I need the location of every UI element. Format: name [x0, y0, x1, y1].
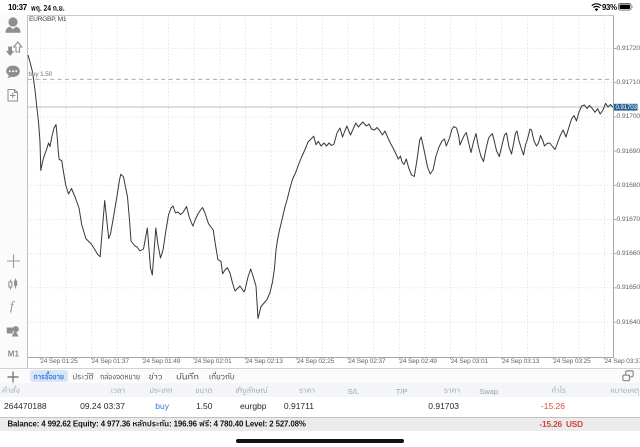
svg-text:Balance: 4 992.62 Equity: 4 97: Balance: 4 992.62 Equity: 4 977.36 — [8, 419, 133, 428]
svg-text:: 196.96: : 196.96 — [169, 419, 199, 428]
svg-text:0.91703: 0.91703 — [616, 104, 638, 111]
svg-text:f: f — [10, 298, 16, 313]
svg-text:: 4 780.40 Level: 2 527.08%: : 4 780.40 Level: 2 527.08% — [209, 419, 306, 428]
svg-text:M1: M1 — [8, 350, 20, 359]
